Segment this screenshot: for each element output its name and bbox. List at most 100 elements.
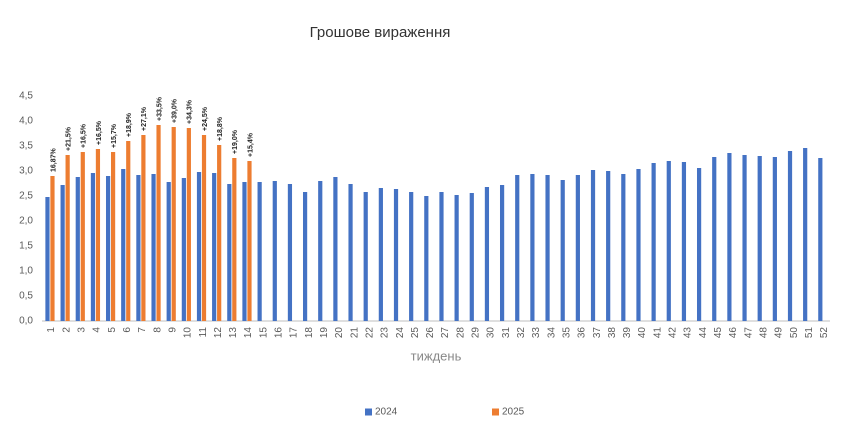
x-tick-label: 46 xyxy=(728,327,739,339)
growth-label: +16,5% xyxy=(81,123,88,148)
bar xyxy=(272,181,277,321)
x-tick-label: 29 xyxy=(471,327,482,339)
bar xyxy=(80,152,85,321)
x-tick-label: 49 xyxy=(774,327,785,339)
x-tick-label: 19 xyxy=(319,327,330,339)
y-tick-label: 0,0 xyxy=(19,316,33,327)
growth-label: +16,5% xyxy=(96,120,103,145)
x-tick-label: 5 xyxy=(107,327,118,333)
bar xyxy=(227,184,232,321)
x-tick-label: 17 xyxy=(289,327,300,339)
bar xyxy=(515,175,520,321)
bar xyxy=(141,135,146,321)
bar xyxy=(65,155,70,321)
x-axis-label: тиждень xyxy=(411,348,462,363)
bar xyxy=(201,135,207,321)
x-tick-label: 16 xyxy=(274,327,285,339)
x-tick-label: 35 xyxy=(561,327,572,339)
x-tick-label: 51 xyxy=(804,327,815,339)
legend-label: 2025 xyxy=(502,407,525,418)
bar xyxy=(156,125,161,321)
y-tick-label: 1,5 xyxy=(19,241,33,252)
x-tick-label: 14 xyxy=(243,327,254,339)
x-tick-label: 8 xyxy=(152,327,163,333)
x-tick-label: 41 xyxy=(652,327,663,339)
bar xyxy=(212,173,217,321)
bar xyxy=(727,153,732,321)
x-tick-label: 12 xyxy=(213,327,224,339)
growth-label: +21,5% xyxy=(65,126,72,151)
bar xyxy=(378,188,383,321)
x-tick-label: 42 xyxy=(668,327,679,339)
bar xyxy=(787,151,793,321)
bar xyxy=(257,182,262,321)
bar xyxy=(45,197,50,321)
x-tick-label: 2 xyxy=(61,327,72,333)
bar xyxy=(409,192,414,321)
x-tick-label: 25 xyxy=(410,327,421,339)
bar xyxy=(393,189,399,321)
x-tick-label: 20 xyxy=(334,327,345,339)
bar xyxy=(171,127,176,321)
bar xyxy=(545,175,550,321)
x-tick-label: 27 xyxy=(440,327,451,339)
bar xyxy=(196,172,202,321)
x-tick-label: 36 xyxy=(577,327,588,339)
growth-label: 16,87% xyxy=(50,147,57,172)
x-tick-label: 45 xyxy=(713,327,724,339)
growth-label: +15,7% xyxy=(111,123,118,148)
growth-label: +15,4% xyxy=(247,132,254,157)
x-tick-label: 38 xyxy=(607,327,618,339)
bar xyxy=(186,128,191,321)
x-tick-label: 28 xyxy=(455,327,466,339)
y-tick-label: 2,5 xyxy=(19,191,33,202)
growth-label: +27,1% xyxy=(141,106,148,131)
chart-title: Грошове вираження xyxy=(310,24,451,41)
x-tick-label: 52 xyxy=(819,327,830,339)
bar xyxy=(287,184,293,321)
x-tick-label: 39 xyxy=(622,327,633,339)
x-tick-label: 10 xyxy=(183,327,194,339)
bar xyxy=(590,170,596,321)
x-tick-label: 34 xyxy=(546,327,557,339)
x-tick-label: 40 xyxy=(637,327,648,339)
bar xyxy=(606,171,611,321)
bar xyxy=(757,156,762,321)
bar xyxy=(560,180,565,321)
bar xyxy=(772,157,777,321)
y-tick-label: 3,0 xyxy=(19,166,33,177)
x-tick-label: 11 xyxy=(198,327,209,338)
x-tick-label: 26 xyxy=(425,327,436,339)
legend-label: 2024 xyxy=(375,407,398,418)
growth-label: +33,5% xyxy=(156,96,163,121)
bar xyxy=(818,158,823,321)
x-tick-label: 37 xyxy=(592,327,603,339)
bar xyxy=(318,181,323,321)
x-tick-label: 23 xyxy=(380,327,391,339)
x-tick-label: 24 xyxy=(395,327,406,339)
y-tick-label: 3,5 xyxy=(19,141,33,152)
bar xyxy=(348,184,353,321)
x-tick-label: 13 xyxy=(228,327,239,339)
bar xyxy=(469,193,474,321)
bar xyxy=(136,175,141,321)
growth-label: +19,0% xyxy=(232,129,239,154)
x-tick-label: 21 xyxy=(349,327,360,339)
bar xyxy=(439,192,444,321)
bar xyxy=(242,182,247,321)
y-tick-label: 4,0 xyxy=(19,116,33,127)
bar xyxy=(75,177,80,321)
bar xyxy=(181,178,186,321)
bar xyxy=(302,192,308,321)
x-tick-label: 48 xyxy=(758,327,769,339)
bar xyxy=(499,185,505,321)
growth-label: +24,5% xyxy=(202,106,209,131)
bar xyxy=(454,195,459,321)
x-tick-label: 44 xyxy=(698,327,709,339)
x-tick-label: 7 xyxy=(137,327,148,333)
bar xyxy=(530,174,535,321)
bar xyxy=(217,145,222,321)
bar xyxy=(60,185,65,321)
bar xyxy=(742,155,747,321)
x-tick-label: 31 xyxy=(501,327,512,339)
